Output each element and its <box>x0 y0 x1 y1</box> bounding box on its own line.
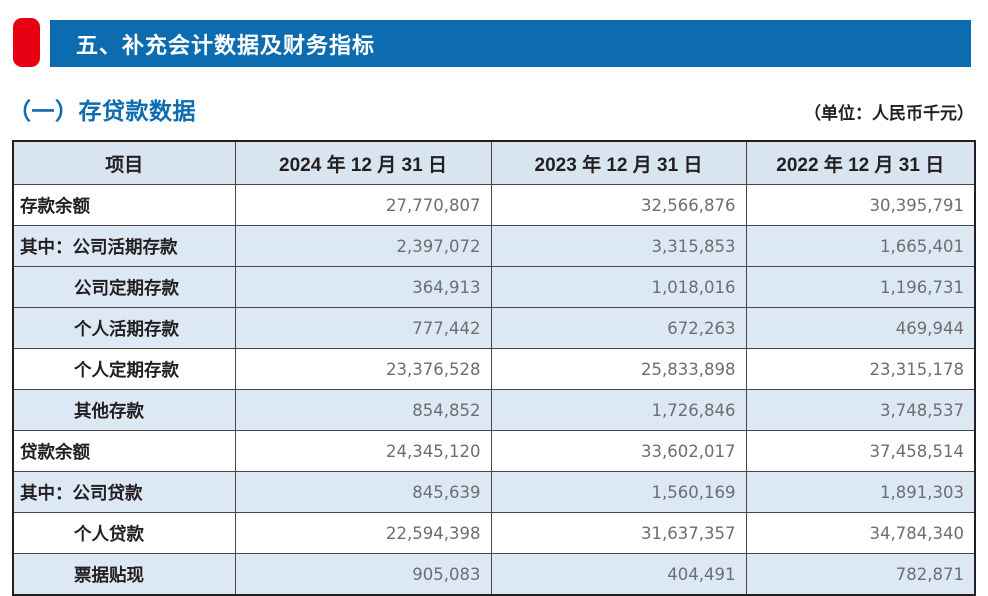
column-header-2023: 2023 年 12 月 31 日 <box>490 140 747 185</box>
cell-value: 25,833,898 <box>490 348 747 390</box>
cell-value: 33,602,017 <box>490 430 747 472</box>
cell-value: 782,871 <box>745 553 976 596</box>
row-label: 贷款余额 <box>12 430 236 472</box>
cell-value: 854,852 <box>234 389 492 431</box>
cell-value: 32,566,876 <box>490 184 747 226</box>
table-row-loan-balance: 贷款余额 24,345,120 33,602,017 37,458,514 <box>12 430 976 472</box>
cell-value: 3,748,537 <box>745 389 976 431</box>
row-label: 票据贴现 <box>12 553 236 596</box>
table-row-corporate-demand-deposits: 其中：公司活期存款 2,397,072 3,315,853 1,665,401 <box>12 225 976 267</box>
table-row-personal-loans: 个人贷款 22,594,398 31,637,357 34,784,340 <box>12 512 976 554</box>
row-label: 其他存款 <box>12 389 236 431</box>
cell-value: 2,397,072 <box>234 225 492 267</box>
row-label: 公司定期存款 <box>12 266 236 308</box>
cell-value: 404,491 <box>490 553 747 596</box>
table-row-personal-demand-deposits: 个人活期存款 777,442 672,263 469,944 <box>12 307 976 349</box>
cell-value: 1,018,016 <box>490 266 747 308</box>
cell-value: 24,345,120 <box>234 430 492 472</box>
table-row-corporate-loans: 其中：公司贷款 845,639 1,560,169 1,891,303 <box>12 471 976 513</box>
cell-value: 31,637,357 <box>490 512 747 554</box>
red-accent-bar <box>13 18 40 67</box>
table-header-row: 项目 2024 年 12 月 31 日 2023 年 12 月 31 日 202… <box>12 140 976 185</box>
subsection-title: （一）存贷款数据 <box>8 98 196 124</box>
cell-value: 37,458,514 <box>745 430 976 472</box>
cell-value: 1,726,846 <box>490 389 747 431</box>
row-label: 存款余额 <box>12 184 236 226</box>
unit-note: （单位：人民币千元） <box>804 104 974 123</box>
table-row-personal-time-deposits: 个人定期存款 23,376,528 25,833,898 23,315,178 <box>12 348 976 390</box>
cell-value: 1,665,401 <box>745 225 976 267</box>
table-row-other-deposits: 其他存款 854,852 1,726,846 3,748,537 <box>12 389 976 431</box>
row-label: 个人定期存款 <box>12 348 236 390</box>
cell-value: 1,560,169 <box>490 471 747 513</box>
table-row-deposit-balance: 存款余额 27,770,807 32,566,876 30,395,791 <box>12 184 976 226</box>
cell-value: 30,395,791 <box>745 184 976 226</box>
cell-value: 364,913 <box>234 266 492 308</box>
cell-value: 23,315,178 <box>745 348 976 390</box>
cell-value: 777,442 <box>234 307 492 349</box>
section-banner: 五、补充会计数据及财务指标 <box>50 20 971 67</box>
cell-value: 1,196,731 <box>745 266 976 308</box>
cell-value: 23,376,528 <box>234 348 492 390</box>
cell-value: 672,263 <box>490 307 747 349</box>
table-row-discounted-bills: 票据贴现 905,083 404,491 782,871 <box>12 553 976 596</box>
row-label: 其中：公司贷款 <box>12 471 236 513</box>
row-label: 个人贷款 <box>12 512 236 554</box>
cell-value: 22,594,398 <box>234 512 492 554</box>
cell-value: 34,784,340 <box>745 512 976 554</box>
row-label: 其中：公司活期存款 <box>12 225 236 267</box>
cell-value: 469,944 <box>745 307 976 349</box>
row-label: 个人活期存款 <box>12 307 236 349</box>
cell-value: 27,770,807 <box>234 184 492 226</box>
deposit-loan-table: 项目 2024 年 12 月 31 日 2023 年 12 月 31 日 202… <box>12 140 976 596</box>
cell-value: 1,891,303 <box>745 471 976 513</box>
cell-value: 3,315,853 <box>490 225 747 267</box>
column-header-item: 项目 <box>12 140 236 185</box>
column-header-2024: 2024 年 12 月 31 日 <box>234 140 492 185</box>
table-row-corporate-time-deposits: 公司定期存款 364,913 1,018,016 1,196,731 <box>12 266 976 308</box>
cell-value: 905,083 <box>234 553 492 596</box>
cell-value: 845,639 <box>234 471 492 513</box>
column-header-2022: 2022 年 12 月 31 日 <box>745 140 976 185</box>
section-title: 五、补充会计数据及财务指标 <box>76 32 376 58</box>
subsection-header: （一）存贷款数据 （单位：人民币千元） <box>8 92 974 126</box>
